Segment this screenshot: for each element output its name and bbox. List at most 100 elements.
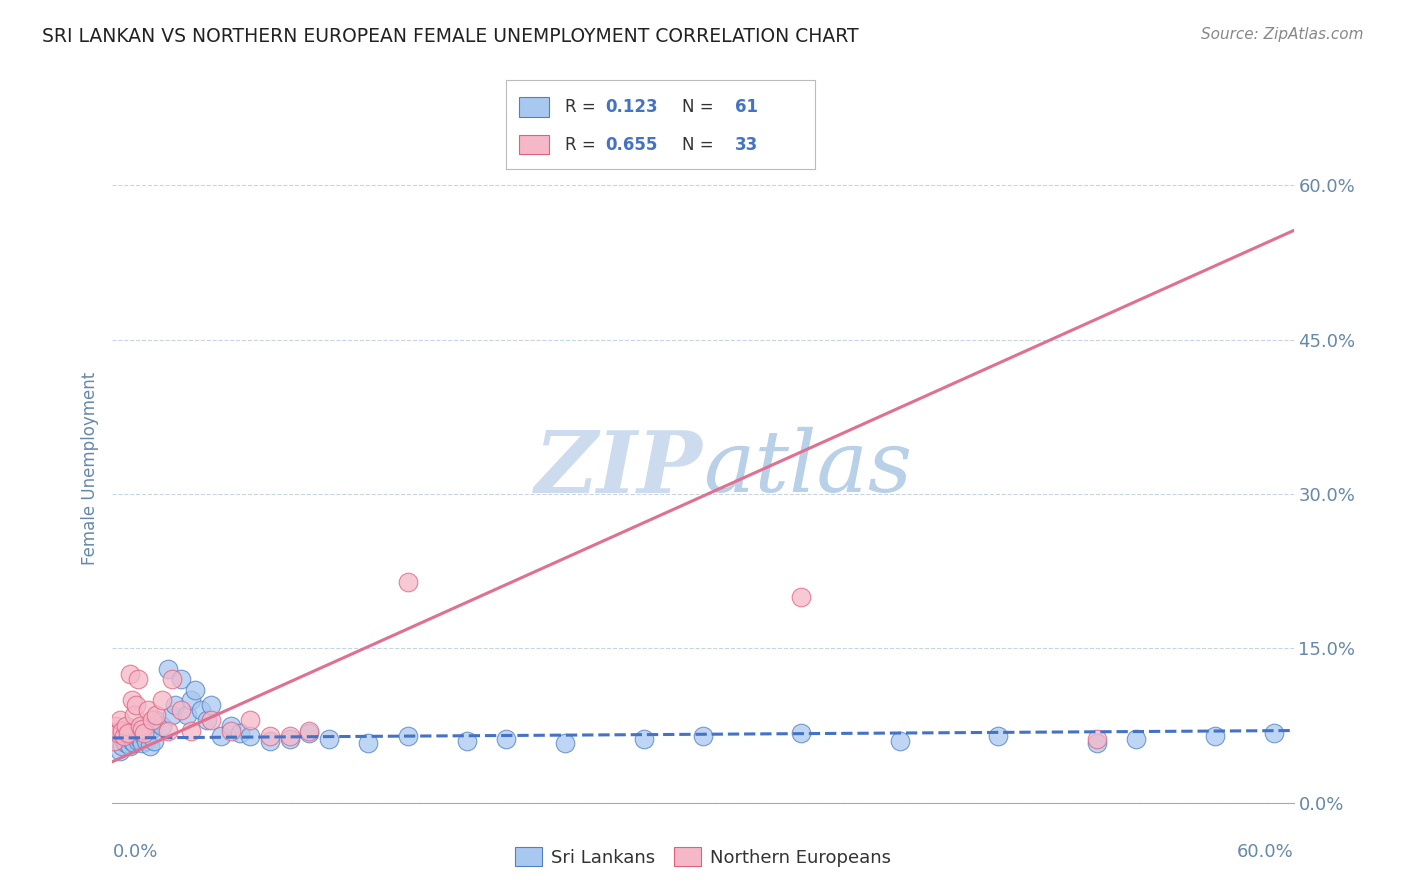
- Point: [180, 693, 202, 707]
- Point: [219, 718, 242, 732]
- Point: [692, 729, 714, 743]
- Point: [259, 729, 281, 743]
- Point: [1204, 729, 1226, 743]
- Point: [127, 673, 149, 687]
- Point: [165, 698, 187, 712]
- Point: [131, 722, 153, 736]
- Point: [278, 729, 301, 743]
- Point: [170, 673, 193, 687]
- Point: [122, 736, 145, 750]
- Point: [156, 662, 179, 676]
- Text: SRI LANKAN VS NORTHERN EUROPEAN FEMALE UNEMPLOYMENT CORRELATION CHART: SRI LANKAN VS NORTHERN EUROPEAN FEMALE U…: [42, 27, 859, 45]
- Point: [298, 723, 321, 738]
- Point: [107, 723, 129, 738]
- Point: [633, 731, 655, 746]
- Point: [125, 726, 148, 740]
- Point: [111, 726, 134, 740]
- Point: [298, 726, 321, 740]
- Point: [1085, 736, 1108, 750]
- Point: [278, 731, 301, 746]
- Point: [127, 734, 149, 748]
- Point: [239, 729, 262, 743]
- Point: [115, 718, 138, 732]
- Point: [111, 723, 134, 738]
- Point: [160, 673, 183, 687]
- Point: [121, 734, 143, 748]
- Point: [125, 698, 148, 712]
- Point: [318, 731, 340, 746]
- Text: N =: N =: [682, 98, 720, 116]
- Point: [456, 734, 478, 748]
- Point: [107, 734, 129, 748]
- Point: [141, 714, 163, 728]
- Point: [129, 718, 152, 732]
- Point: [129, 731, 152, 746]
- Y-axis label: Female Unemployment: Female Unemployment: [80, 372, 98, 565]
- Point: [122, 729, 145, 743]
- Point: [180, 723, 202, 738]
- Point: [112, 729, 135, 743]
- Point: [1263, 726, 1285, 740]
- Point: [176, 708, 198, 723]
- Point: [889, 734, 911, 748]
- Point: [156, 723, 179, 738]
- Point: [1085, 731, 1108, 746]
- Point: [229, 726, 252, 740]
- Point: [132, 726, 155, 740]
- Text: 0.123: 0.123: [605, 98, 658, 116]
- Point: [790, 590, 813, 604]
- Point: [105, 718, 128, 732]
- Point: [110, 714, 132, 728]
- Point: [111, 739, 134, 754]
- Point: [170, 703, 193, 717]
- Point: [112, 734, 135, 748]
- FancyBboxPatch shape: [519, 97, 550, 117]
- Point: [107, 726, 129, 740]
- Point: [184, 682, 207, 697]
- Point: [554, 736, 576, 750]
- Point: [135, 734, 157, 748]
- Point: [145, 708, 167, 723]
- Point: [131, 723, 153, 738]
- Point: [136, 726, 159, 740]
- Text: 0.655: 0.655: [605, 136, 658, 153]
- Text: 60.0%: 60.0%: [1237, 843, 1294, 861]
- Point: [117, 726, 139, 740]
- Point: [120, 739, 142, 754]
- Point: [190, 703, 212, 717]
- Point: [120, 667, 142, 681]
- Point: [115, 736, 138, 750]
- Point: [987, 729, 1010, 743]
- Point: [131, 736, 153, 750]
- Point: [790, 726, 813, 740]
- Point: [195, 714, 218, 728]
- Text: 33: 33: [735, 136, 758, 153]
- Text: 0.0%: 0.0%: [112, 843, 157, 861]
- Point: [209, 729, 232, 743]
- Point: [121, 693, 143, 707]
- Text: R =: R =: [565, 136, 600, 153]
- Point: [150, 693, 173, 707]
- Point: [117, 731, 139, 746]
- Text: ZIP: ZIP: [536, 426, 703, 510]
- Point: [200, 714, 222, 728]
- Point: [121, 722, 143, 736]
- Text: R =: R =: [565, 98, 600, 116]
- Point: [495, 731, 517, 746]
- Point: [136, 703, 159, 717]
- Point: [105, 729, 128, 743]
- Point: [239, 714, 262, 728]
- FancyBboxPatch shape: [519, 135, 550, 154]
- Point: [396, 729, 419, 743]
- Point: [200, 698, 222, 712]
- Point: [219, 723, 242, 738]
- Point: [122, 708, 145, 723]
- Text: 61: 61: [735, 98, 758, 116]
- Text: Source: ZipAtlas.com: Source: ZipAtlas.com: [1201, 27, 1364, 42]
- Text: atlas: atlas: [703, 427, 912, 509]
- Point: [145, 714, 167, 728]
- Point: [396, 574, 419, 589]
- Point: [112, 729, 135, 743]
- Text: N =: N =: [682, 136, 720, 153]
- Point: [132, 729, 155, 743]
